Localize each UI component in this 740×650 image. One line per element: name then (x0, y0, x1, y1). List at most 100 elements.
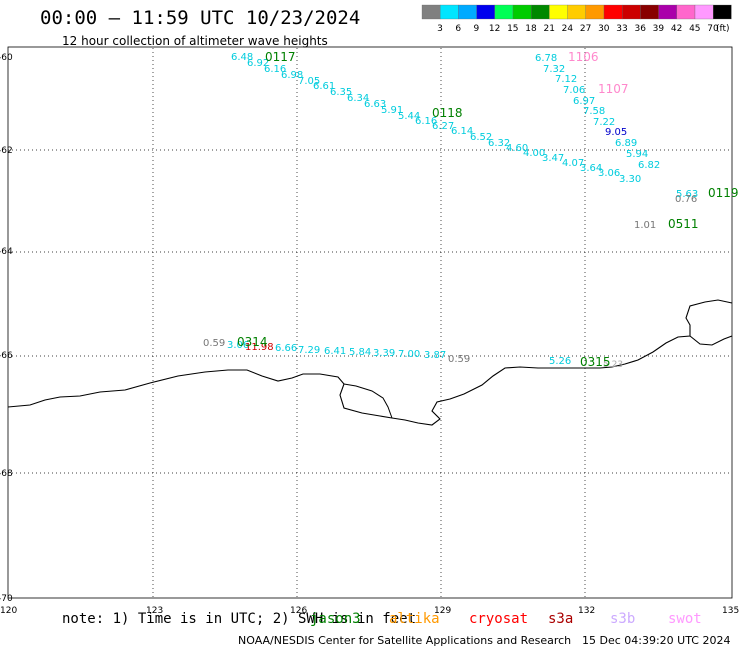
lon-label-129: 129 (434, 606, 451, 616)
wave-height-value: 6.16 (415, 116, 437, 127)
inner-coastline (343, 383, 393, 419)
wave-height-value: 4.00 (523, 148, 545, 159)
wave-height-value: 6.66 (275, 343, 297, 354)
wave-height-value: 7.12 (555, 74, 577, 85)
legend-tick-label: 6 (455, 24, 461, 34)
wave-height-value: 5.63 (676, 189, 698, 200)
legend-tick-label: 21 (543, 24, 554, 34)
legend-tick-label: 36 (634, 24, 646, 34)
wave-height-value: 7.00 (398, 349, 420, 360)
track-id-label: 0511 (668, 217, 699, 231)
mission-swot: swot (668, 611, 702, 627)
track-id-label: 0117 (265, 50, 296, 64)
lon-label-132: 132 (578, 606, 595, 616)
legend-swatch (440, 4, 459, 20)
wave-height-value: 6.98 (281, 70, 303, 81)
lat-label-64: -64 (0, 247, 13, 257)
map-grid (8, 48, 732, 598)
track-id-label: 0315 (580, 355, 611, 369)
wave-height-value: 5.84 (349, 347, 371, 358)
wave-height-value: 3.30 (619, 174, 641, 185)
legend-swatch (458, 4, 477, 20)
legend-swatch (421, 4, 441, 20)
legend-tick-label: 30 (598, 24, 610, 34)
lat-label-66: -66 (0, 351, 13, 361)
wave-height-value: 7.58 (583, 106, 605, 117)
wave-height-value: 6.41 (324, 346, 346, 357)
legend-tick-label: 45 (689, 24, 700, 34)
wave-height-value: 6.61 (313, 81, 335, 92)
wave-height-value: 5.26 (549, 356, 571, 367)
wave-height-value: 3.06 (227, 340, 249, 351)
wave-height-value: 7.32 (543, 64, 565, 75)
wave-height-value: 5.23 (603, 360, 623, 370)
wave-height-value: 0.59 (203, 338, 225, 349)
legend-tick-label: 70 (707, 24, 719, 34)
legend-tick-label: 42 (671, 24, 682, 34)
lon-label-126: 126 (290, 606, 307, 616)
wave-height-value: 7.05 (298, 76, 320, 87)
mission-s3b: s3b (610, 611, 636, 627)
wave-height-value: 5.44 (398, 111, 420, 122)
map-title: 00:00 – 11:59 UTC 10/23/2024 (40, 7, 361, 29)
wave-height-value: 6.27 (432, 121, 454, 132)
wave-height-value: 6.92 (247, 58, 269, 69)
wave-height-value: 5.94 (626, 149, 648, 160)
legend-swatch (676, 4, 696, 20)
wave-height-value: 3.06 (598, 168, 620, 179)
legend-tick-label: 9 (474, 24, 480, 34)
legend-tick-label: 18 (525, 24, 537, 34)
wave-height-value: 6.14 (451, 126, 473, 137)
legend-swatch (713, 4, 732, 20)
lat-label-68: -68 (0, 469, 13, 479)
plot-frame (7, 46, 733, 599)
mission-jason3: jason3 (310, 611, 361, 627)
mission-altika: altika (389, 611, 440, 627)
wave-height-value: 3.64 (580, 163, 602, 174)
wave-height-value: 11.98 (245, 342, 274, 353)
legend-swatch (512, 4, 532, 20)
legend-swatch (694, 4, 714, 20)
wave-height-value: 3.39 (373, 348, 395, 359)
color-legend: 3 6 9 12 15 18 21 24 27 30 33 36 39 42 45 70 (421, 4, 732, 34)
map-subtitle: 12 hour collection of altimeter wave hei… (62, 34, 328, 48)
wave-height-value: 4.60 (506, 143, 528, 154)
legend-tick-label: 27 (580, 24, 591, 34)
track-id-label: 1106 (568, 50, 599, 64)
wave-height-value: 4.07 (562, 158, 584, 169)
legend-tick-label: 39 (653, 24, 665, 34)
lon-label-120: 120 (0, 606, 17, 616)
legend-swatch (476, 4, 495, 20)
wave-height-value: 7.29 (298, 345, 320, 356)
legend-swatch (603, 4, 623, 20)
legend-tick-label: 33 (616, 24, 627, 34)
wave-height-value: 3.47 (542, 153, 564, 164)
wave-height-value: 7.22 (593, 117, 615, 128)
lon-label-135: 135 (722, 606, 739, 616)
wave-height-value: 6.82 (638, 160, 660, 171)
legend-swatch (494, 4, 514, 20)
legend-swatch (567, 4, 586, 20)
track-id-label: 0314 (237, 335, 268, 349)
footer-note: note: 1) Time is in UTC; 2) SWH is in fe… (62, 611, 417, 627)
wave-height-value: 1.01 (634, 220, 656, 231)
coastline (7, 299, 733, 426)
lon-label-123: 123 (146, 606, 163, 616)
mission-s3a: s3a (548, 611, 574, 627)
wave-height-value: 0.76 (675, 194, 697, 205)
wave-height-value: 6.32 (488, 138, 510, 149)
footer-credit: NOAA/NESDIS Center for Satellite Applica… (238, 634, 572, 647)
track-id-label: 1107 (598, 82, 629, 96)
lat-label-70: -70 (0, 594, 13, 604)
legend-swatch (640, 4, 659, 20)
lat-label-62: -62 (0, 146, 13, 156)
track-id-label: 0118 (432, 106, 463, 120)
wave-height-value: 9.05 (605, 127, 627, 138)
wave-height-value: 7.06 (563, 85, 585, 96)
wave-height-value: 6.78 (535, 53, 557, 64)
legend-swatch (622, 4, 641, 20)
wave-height-value: 6.52 (470, 132, 492, 143)
legend-swatch (531, 4, 550, 20)
wave-height-value: 6.35 (330, 87, 352, 98)
